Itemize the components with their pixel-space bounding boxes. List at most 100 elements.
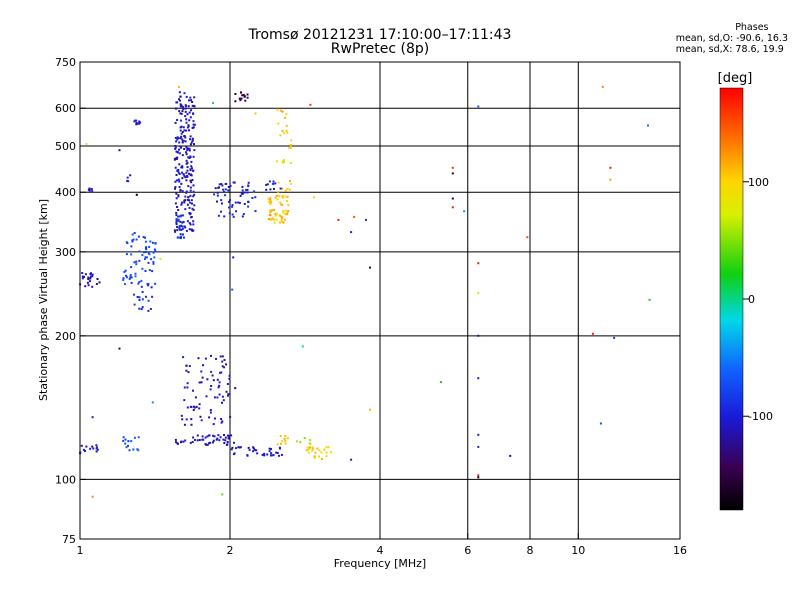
data-point [275,194,278,197]
data-point [226,441,229,443]
phase-statistics-x-mode: mean, sd,X: 78.6, 19.9 [675,44,784,55]
data-point [289,161,292,164]
data-point [153,248,156,251]
data-point [275,451,278,454]
data-point [185,121,188,124]
data-point [227,189,230,192]
data-point [186,149,189,152]
data-point [185,162,188,165]
data-point [269,188,272,191]
y-tick-label: 400 [55,186,76,199]
data-point [477,377,480,380]
data-point [281,160,284,163]
data-point [221,184,224,187]
data-point [90,272,92,275]
data-point [647,124,649,127]
data-point [240,91,242,94]
data-point [277,122,280,125]
data-point [295,440,298,443]
data-point [287,204,290,207]
data-point [221,202,223,205]
data-point [192,409,195,411]
data-point [189,174,192,176]
data-point [128,449,131,452]
data-point [181,171,183,174]
data-point [277,181,280,184]
data-point [189,135,192,138]
data-point [189,96,192,99]
data-point [204,357,207,360]
data-point [591,332,594,335]
data-point [180,146,183,149]
x-tick-label: 2 [227,544,234,557]
data-point [133,303,136,306]
data-point [179,237,182,240]
data-point [244,99,247,102]
data-point [182,220,185,223]
data-point [178,180,181,183]
x-axis-label: Frequency [MHz] [334,557,426,570]
data-point [271,217,274,220]
data-point [185,146,188,149]
data-point [217,214,220,217]
data-point [184,115,187,118]
data-point [135,119,138,122]
data-point [183,148,186,150]
data-point [224,183,227,185]
data-point [180,440,183,443]
data-point [190,165,193,168]
data-point [272,180,275,183]
data-point [228,206,230,209]
data-point [176,136,179,139]
data-point [176,229,179,232]
data-point [190,109,192,112]
x-tick-label: 6 [464,544,471,557]
data-point [207,442,210,445]
data-point [274,214,277,217]
data-point [192,220,195,223]
data-point [151,270,154,273]
data-point [231,446,234,449]
data-point [221,355,224,358]
data-point [184,136,187,139]
data-point [135,260,138,263]
data-point [130,281,133,284]
data-point [263,452,266,455]
data-point [233,452,236,455]
data-point [152,261,155,263]
data-point [175,211,178,214]
data-point [175,157,178,159]
data-point [95,447,98,450]
data-point [218,439,221,442]
data-point [243,95,246,98]
data-point [235,447,238,450]
data-point [276,198,279,201]
data-point [309,103,312,106]
x-tick-label: 8 [527,544,534,557]
data-point [194,396,197,399]
data-point [214,187,217,190]
data-point [226,383,229,385]
data-point [149,308,152,310]
data-point [269,209,272,212]
data-point [243,191,246,194]
data-point [221,365,224,368]
data-point [224,439,227,442]
data-point [246,93,249,96]
data-point [220,210,222,213]
data-point [325,455,328,458]
data-point [223,442,226,444]
data-point [266,183,269,186]
data-point [188,157,191,159]
data-point [247,446,250,449]
data-point [182,227,184,230]
data-point [130,266,133,269]
data-point [193,96,196,99]
data-point [234,201,237,204]
data-point [174,186,177,189]
data-point [173,229,176,232]
data-point [228,377,231,380]
data-point [150,286,153,289]
data-point [216,378,219,381]
data-point [228,200,231,203]
